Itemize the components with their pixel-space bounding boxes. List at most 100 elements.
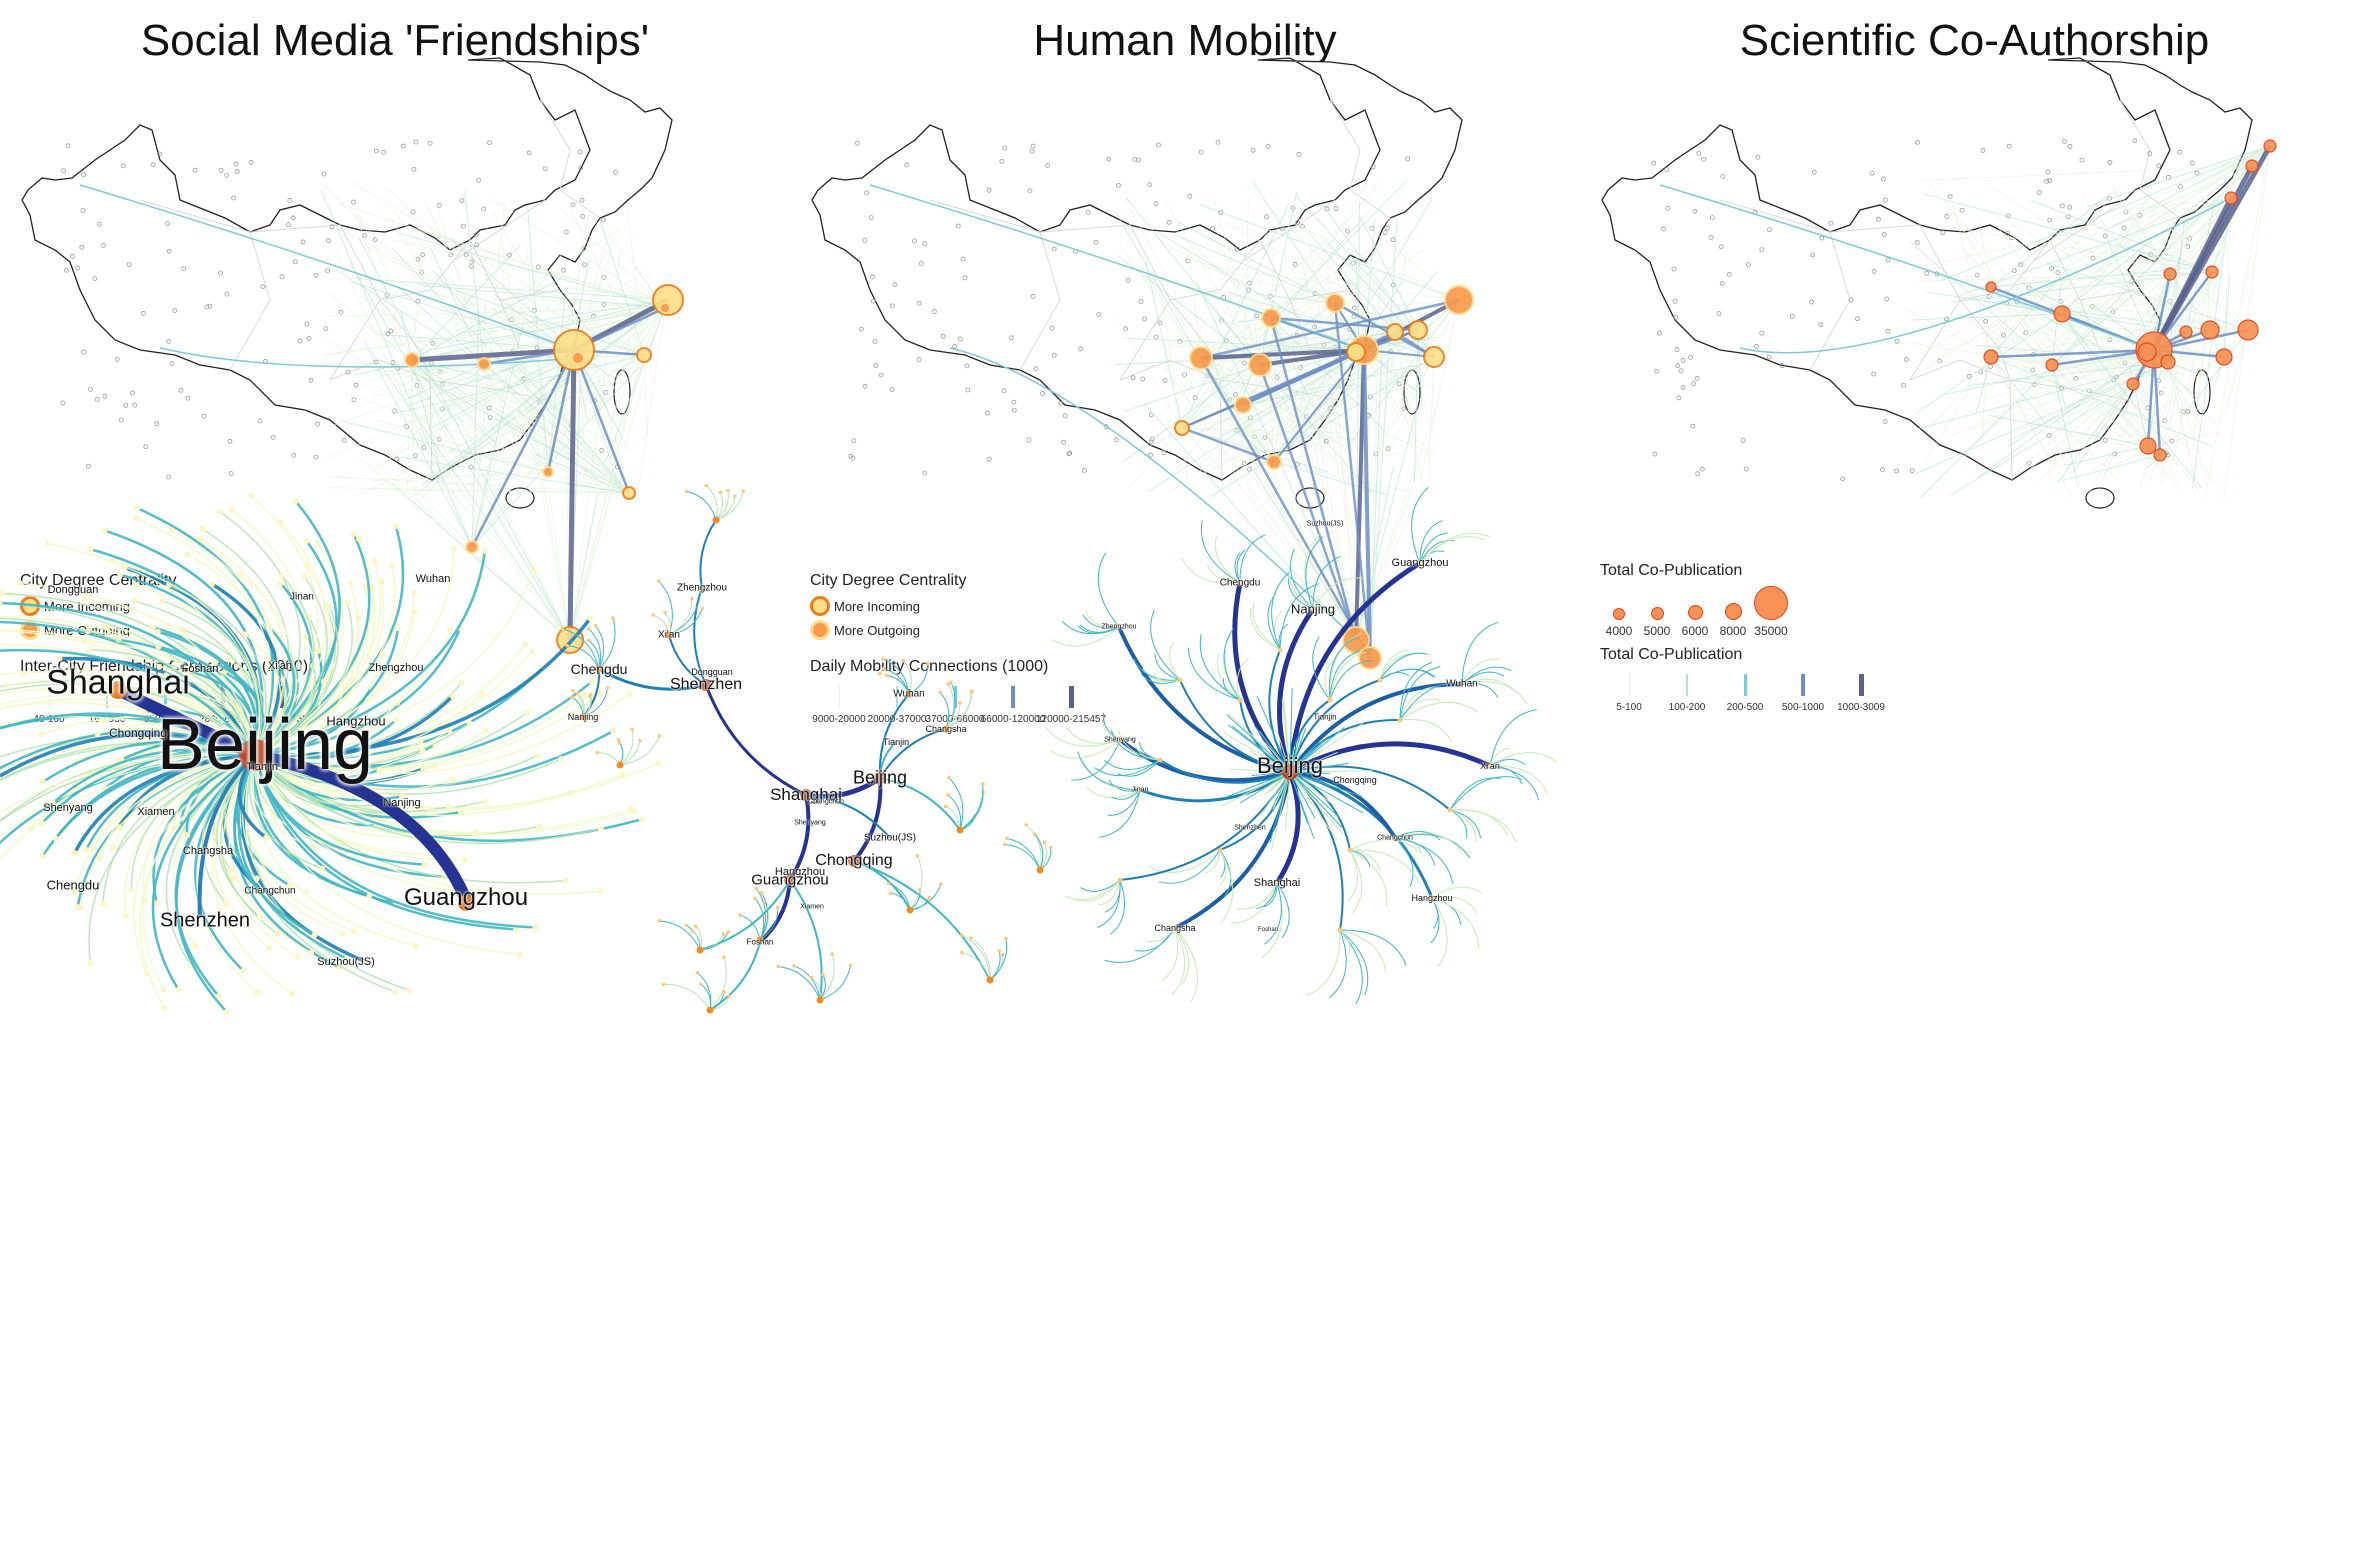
outgoing-node-icon (20, 620, 40, 640)
line-swatch-icon (953, 686, 957, 708)
size-item: 6000 (1676, 605, 1714, 638)
city-label: Chongqing (1333, 775, 1377, 785)
panel-title: Social Media 'Friendships' (140, 16, 650, 65)
scale-item: 2800-6360 (194, 686, 252, 725)
line-swatch-icon (1743, 674, 1747, 696)
circle-icon (1613, 608, 1625, 620)
scale-item: 20000-37000 (868, 686, 926, 725)
map-legend: City Degree Centrality More Incoming Mor… (20, 572, 310, 725)
scale-item: 500-1000 (1774, 674, 1832, 713)
city-label: Tianjin (246, 761, 278, 773)
legend-title-centrality: City Degree Centrality (810, 572, 967, 589)
line-swatch-icon (1628, 674, 1630, 696)
legend-item-incoming: More Incoming (20, 596, 310, 616)
panel-title: Scientific Co-Authorship (1739, 16, 2210, 65)
city-label: Changchun (244, 885, 296, 897)
legend-title-connections: Inter-City Friendship Connections (1000) (20, 658, 309, 675)
city-label: Shenyang (43, 802, 93, 814)
city-label: Guangzhou (751, 871, 829, 889)
city-label: Xiamen (137, 806, 175, 818)
city-label: Shenzhen (1234, 824, 1266, 832)
line-swatch-icon (1801, 674, 1805, 696)
city-label: Shenzhen (159, 909, 251, 932)
scale-item: 200-500 (1716, 674, 1774, 713)
city-label: Changchun (808, 798, 844, 806)
circle-icon (1650, 607, 1664, 620)
scale-item: 5-100 (1600, 674, 1658, 713)
city-label: Xi'an (1480, 761, 1500, 771)
legend-item-outgoing: More Outgoing (20, 620, 310, 640)
circle-icon (1724, 603, 1742, 620)
legend-item-incoming: More Incoming (810, 596, 1100, 616)
legend-title-connections: Total Co-Publication (1600, 646, 1743, 663)
scale-item: 160-950 (78, 686, 136, 725)
map-legend: Total Co-Publication 4000 5000 6000 8000… (1600, 562, 1890, 713)
scale-item: 37000-66000 (926, 686, 984, 725)
legend-title-centrality: City Degree Centrality (20, 572, 177, 589)
city-label: Shanghai (1253, 877, 1301, 889)
incoming-node-icon (810, 596, 830, 616)
line-swatch-icon (1686, 674, 1688, 696)
city-label: Changsha (1154, 923, 1196, 933)
incoming-node-icon (20, 596, 40, 616)
line-width-scale: 9000-20000 20000-37000 37000-66000 66000… (810, 686, 1106, 725)
size-item: 35000 (1752, 586, 1790, 638)
city-label: Shanghai (770, 785, 842, 804)
china-map-social (21, 57, 684, 654)
line-width-scale: 5-100 100-200 200-500 500-1000 1000-3009 (1600, 674, 1890, 713)
size-item: 5000 (1638, 607, 1676, 638)
line-width-scale: 40-160 160-950 950-2800 2800-6360 6360-2… (20, 686, 310, 725)
panel-title: Human Mobility (1033, 16, 1337, 65)
panel-coauthorship-map: Scientific Co-Authorship Total Co-Public… (1580, 0, 2369, 730)
city-label: Hangzhou (774, 866, 826, 878)
scale-item: 950-2800 (136, 686, 194, 725)
scale-item: 40-160 (20, 686, 78, 725)
scale-item: 9000-20000 (810, 686, 868, 725)
city-label: Xiamen (800, 903, 824, 911)
line-swatch-icon (1068, 686, 1074, 708)
city-label: Foshan (746, 937, 774, 947)
legend-title-connections: Daily Mobility Connections (1000) (810, 658, 1049, 675)
scale-item: 66000-120000 (981, 686, 1045, 725)
map-legend: City Degree Centrality More Incoming Mor… (810, 572, 1106, 725)
line-swatch-icon (896, 686, 898, 708)
city-label: Beijing (852, 767, 908, 788)
legend-item-outgoing: More Outgoing (810, 620, 1100, 640)
size-item: 4000 (1600, 608, 1638, 638)
line-swatch-icon (1858, 674, 1864, 696)
city-label: Suzhou(JS) (863, 832, 917, 844)
outgoing-node-icon (810, 620, 830, 640)
line-swatch-icon (106, 686, 108, 708)
line-swatch-icon (838, 686, 840, 708)
city-label: Chengdu (46, 877, 100, 893)
city-label: Changchun (1377, 834, 1413, 842)
panel-social-map: Social Media 'Friendships' City Degree C… (0, 0, 790, 730)
circle-icon (1687, 605, 1703, 620)
line-swatch-icon (48, 686, 50, 708)
legend-title-size: Total Co-Publication (1600, 562, 1743, 579)
city-label: Shenyang (794, 819, 826, 827)
city-label: Changsha (182, 845, 234, 857)
china-map-coauthorship (1601, 57, 2277, 509)
size-item: 8000 (1714, 603, 1752, 638)
city-label: Guangzhou (403, 884, 529, 911)
line-swatch-icon (1011, 686, 1015, 708)
scale-item: 100-200 (1658, 674, 1716, 713)
city-label: Foshan (1257, 927, 1279, 933)
city-label: Suzhou(JS) (317, 956, 375, 968)
city-label: Shenyang (1104, 736, 1136, 744)
scale-item: 1000-3009 (1832, 674, 1890, 713)
city-label: Chongqing (815, 852, 893, 869)
city-label: Jinan (1131, 786, 1149, 794)
line-swatch-icon (278, 686, 284, 708)
node-size-scale: 4000 5000 6000 8000 35000 (1600, 586, 1890, 638)
scale-item: 6360-21358 (252, 686, 310, 725)
scale-item: 120000-215457 (1036, 686, 1106, 725)
city-label: Hangzhou (1411, 893, 1453, 903)
city-label: Beijing (1256, 753, 1324, 778)
circle-icon (1754, 586, 1788, 620)
city-label: Nanjing (383, 797, 421, 809)
city-label: Tianjin (882, 737, 910, 747)
panel-mobility-map: Human Mobility City Degree Centrality Mo… (790, 0, 1580, 730)
line-swatch-icon (163, 686, 167, 708)
